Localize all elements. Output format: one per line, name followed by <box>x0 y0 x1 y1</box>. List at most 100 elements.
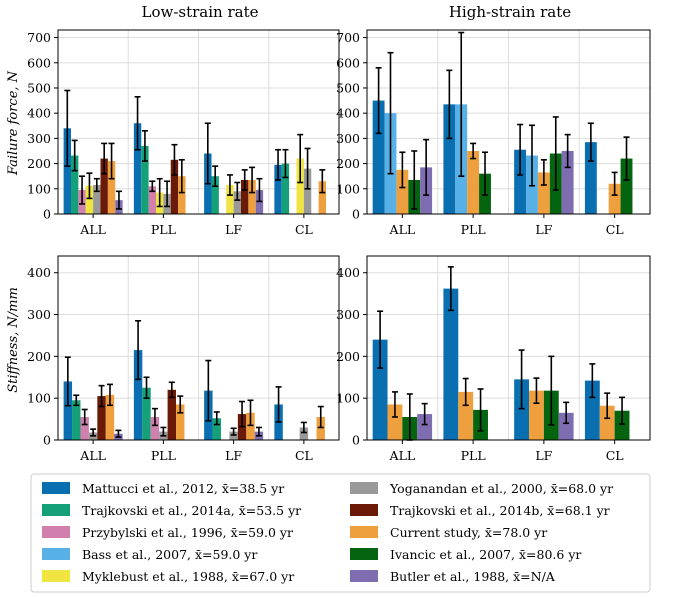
bar-current <box>248 179 256 214</box>
bar-mattucci <box>372 339 388 440</box>
bar-current <box>318 181 327 214</box>
bar-trajk14b <box>100 158 108 214</box>
bar-mykle <box>296 158 304 214</box>
bar-mykle <box>85 185 94 214</box>
bar-current <box>537 172 550 214</box>
legend-swatch-ivancic <box>350 548 378 560</box>
legend-label-butler: Butler et al., 1988, x̄=N/A <box>390 569 556 584</box>
bar-trajk14a <box>211 176 219 214</box>
bar-yogan <box>299 427 309 440</box>
ytick-label: 400 <box>336 265 360 280</box>
axes-frame <box>57 255 340 441</box>
bar-trajk14b <box>241 179 249 214</box>
bar-trajk14a <box>212 418 221 440</box>
legend-swatch-mattucci <box>42 482 70 494</box>
ytick-label: 500 <box>27 80 51 95</box>
bar-trajk14b <box>97 396 106 440</box>
bar-trajk14b <box>167 389 177 440</box>
ytick-label: 100 <box>27 391 51 406</box>
bar-mattucci <box>274 164 282 214</box>
xtick-label: PLL <box>151 222 176 237</box>
legend-label-ivancic: Ivancic et al., 2007, x̄=80.6 yr <box>390 547 581 562</box>
ytick-label: 0 <box>352 207 360 222</box>
xtick-label: CL <box>606 448 624 463</box>
ytick-label: 300 <box>336 131 360 146</box>
xtick-label: CL <box>295 448 313 463</box>
bar-butler <box>561 150 574 214</box>
ytick-label: 200 <box>27 349 51 364</box>
bar-current <box>396 169 409 214</box>
bar-mattucci <box>63 381 73 440</box>
xtick-label: LF <box>535 448 552 463</box>
legend-swatch-przyb <box>42 526 70 538</box>
ylabel-stiffness: Stiffness, N/mm <box>6 287 21 393</box>
ytick-label: 700 <box>27 30 51 45</box>
ytick-label: 100 <box>336 391 360 406</box>
ytick-label: 300 <box>336 307 360 322</box>
bar-yogan <box>93 185 101 214</box>
bar-przyb <box>148 186 156 214</box>
legend: Mattucci et al., 2012, x̄=38.5 yr Trajkov… <box>30 473 651 593</box>
ytick-label: 300 <box>27 131 51 146</box>
xtick-label: CL <box>295 222 313 237</box>
bar-przyb <box>150 417 160 440</box>
axes-frame <box>57 29 340 215</box>
ytick-label: 200 <box>336 156 360 171</box>
bar-butler <box>417 414 433 440</box>
bar-trajk14a <box>72 400 81 440</box>
axes-frame <box>366 29 651 215</box>
bar-trajk14a <box>70 155 79 214</box>
ytick-label: 700 <box>336 30 360 45</box>
bar-current <box>608 183 621 214</box>
legend-swatch-trajk14b <box>350 504 378 516</box>
bar-ivancic <box>614 410 630 440</box>
ylabel-failure-force: Failure force, N <box>6 70 21 176</box>
xtick-label: LF <box>225 448 242 463</box>
bar-current <box>107 161 116 214</box>
bar-mattucci <box>443 288 459 440</box>
xtick-label: ALL <box>79 222 106 237</box>
bar-trajk14b <box>170 159 179 214</box>
legend-label-trajk14b: Trajkovski et al., 2014b, x̄=68.1 yr <box>390 503 610 518</box>
bar-butler <box>558 412 574 440</box>
bar-mattucci <box>514 379 530 440</box>
bar-current <box>105 394 115 440</box>
xtick-label: PLL <box>151 448 176 463</box>
ytick-label: 0 <box>43 433 51 448</box>
bar-przyb <box>80 417 89 440</box>
ytick-label: 400 <box>336 106 360 121</box>
legend-label-bass: Bass et al., 2007, x̄=59.0 yr <box>82 547 257 562</box>
legend-swatch-current <box>350 526 378 538</box>
legend-label-mykle: Myklebust et al., 1988, x̄=67.0 yr <box>82 569 294 584</box>
bar-mattucci <box>514 149 527 214</box>
column-title-high: High-strain rate <box>449 3 571 21</box>
bar-current <box>387 404 403 440</box>
bar-mattucci <box>443 104 456 214</box>
bar-current <box>178 176 186 214</box>
panel-stiffness-high: 0 100 200 300 400 ALL PLL LF CL <box>336 255 651 463</box>
bar-mykle <box>226 185 234 214</box>
bar-current <box>467 150 480 214</box>
legend-label-trajk14a: Trajkovski et al., 2014a, x̄=53.5 yr <box>82 503 301 518</box>
xtick-label: ALL <box>79 448 106 463</box>
legend-frame <box>30 473 651 593</box>
bar-current <box>316 417 325 440</box>
bar-yogan <box>303 168 312 214</box>
bar-current <box>529 390 544 440</box>
bar-current <box>458 391 474 440</box>
ytick-label: 400 <box>27 265 51 280</box>
ytick-label: 100 <box>336 181 360 196</box>
ytick-label: 200 <box>27 156 51 171</box>
bar-current <box>599 405 615 440</box>
bar-yogan <box>233 191 242 214</box>
bar-mattucci <box>584 142 597 214</box>
ytick-label: 0 <box>43 207 51 222</box>
ytick-label: 300 <box>27 307 51 322</box>
ytick-label: 200 <box>336 349 360 364</box>
bar-current <box>176 404 185 440</box>
bar-mattucci <box>372 100 385 214</box>
legend-label-yogan: Yoganandan et al., 2000, x̄=68.0 yr <box>389 481 613 496</box>
bar-trajk14a <box>142 387 151 440</box>
legend-label-current: Current study, x̄=78.0 yr <box>390 525 547 540</box>
